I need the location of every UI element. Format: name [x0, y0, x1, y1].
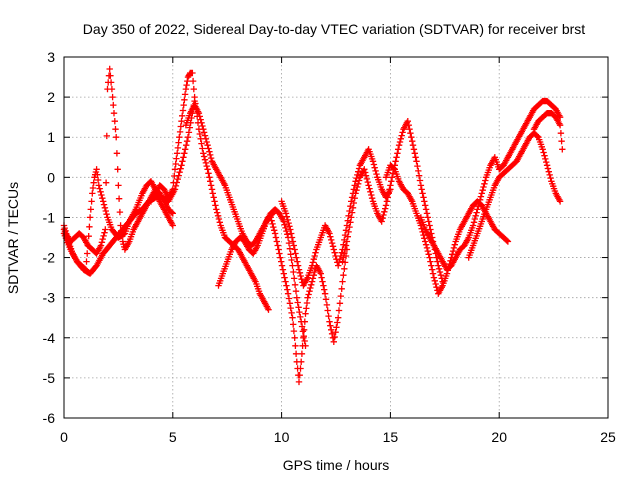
data-layer: [60, 65, 566, 386]
series-trace-f: [215, 206, 309, 349]
series-trace-g: [267, 214, 351, 386]
y-tick-label: -6: [43, 410, 56, 426]
x-tick-label: 10: [274, 429, 290, 445]
y-tick-label: 1: [47, 129, 55, 145]
series-trace-d: [147, 69, 272, 313]
series-trace-c: [60, 97, 198, 277]
y-axis-title: SDTVAR / TECUs: [5, 182, 21, 294]
x-tick-label: 20: [491, 429, 507, 445]
y-tick-label: -4: [43, 330, 56, 346]
data-markers-trace-j: [382, 162, 512, 297]
series-trace-l: [465, 130, 564, 261]
series-trace-j: [382, 162, 512, 297]
data-markers-trace-a: [60, 166, 176, 273]
x-tick-label: 5: [169, 429, 177, 445]
y-tick-label: -3: [43, 290, 56, 306]
y-tick-label: 3: [47, 49, 55, 65]
tick-layer: 0 5 10 15 20 25 -6 -5 -4 -3 -2 -1 0 1 2 3: [43, 49, 616, 445]
x-tick-label: 0: [60, 429, 68, 445]
y-tick-label: -2: [43, 250, 56, 266]
y-tick-label: 0: [47, 169, 55, 185]
x-tick-label: 25: [600, 429, 616, 445]
data-markers-trace-g: [267, 214, 351, 386]
data-markers-trace-l: [465, 130, 564, 261]
y-tick-label: -1: [43, 209, 56, 225]
x-tick-label: 15: [383, 429, 399, 445]
data-markers-trace-k: [417, 97, 564, 273]
series-trace-b: [60, 65, 176, 257]
x-axis-title: GPS time / hours: [283, 457, 390, 473]
series-trace-a: [60, 166, 176, 273]
data-markers-trace-f: [215, 206, 309, 349]
y-tick-label: -5: [43, 370, 56, 386]
y-tick-label: 2: [47, 89, 55, 105]
data-markers-trace-d: [147, 69, 272, 313]
data-markers-trace-b: [60, 65, 176, 257]
series-trace-k: [417, 97, 564, 273]
series-trace-m: [530, 110, 566, 153]
grid-layer: [64, 57, 608, 418]
data-markers-trace-c: [60, 97, 198, 277]
data-markers-trace-m: [530, 110, 566, 153]
chart-title: Day 350 of 2022, Sidereal Day-to-day VTE…: [83, 21, 585, 37]
plot-frame: [63, 56, 609, 419]
